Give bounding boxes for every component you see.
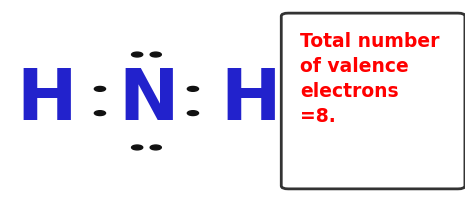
- Text: H: H: [16, 66, 77, 136]
- Circle shape: [187, 111, 199, 116]
- Text: N: N: [118, 66, 179, 136]
- Circle shape: [94, 86, 106, 91]
- Text: H: H: [221, 66, 281, 136]
- Circle shape: [132, 145, 143, 150]
- Text: Total number
of valence
electrons
=8.: Total number of valence electrons =8.: [300, 32, 439, 126]
- Circle shape: [94, 111, 106, 116]
- FancyBboxPatch shape: [281, 13, 465, 189]
- Circle shape: [187, 86, 199, 91]
- Circle shape: [150, 145, 161, 150]
- Circle shape: [150, 52, 161, 57]
- Circle shape: [132, 52, 143, 57]
